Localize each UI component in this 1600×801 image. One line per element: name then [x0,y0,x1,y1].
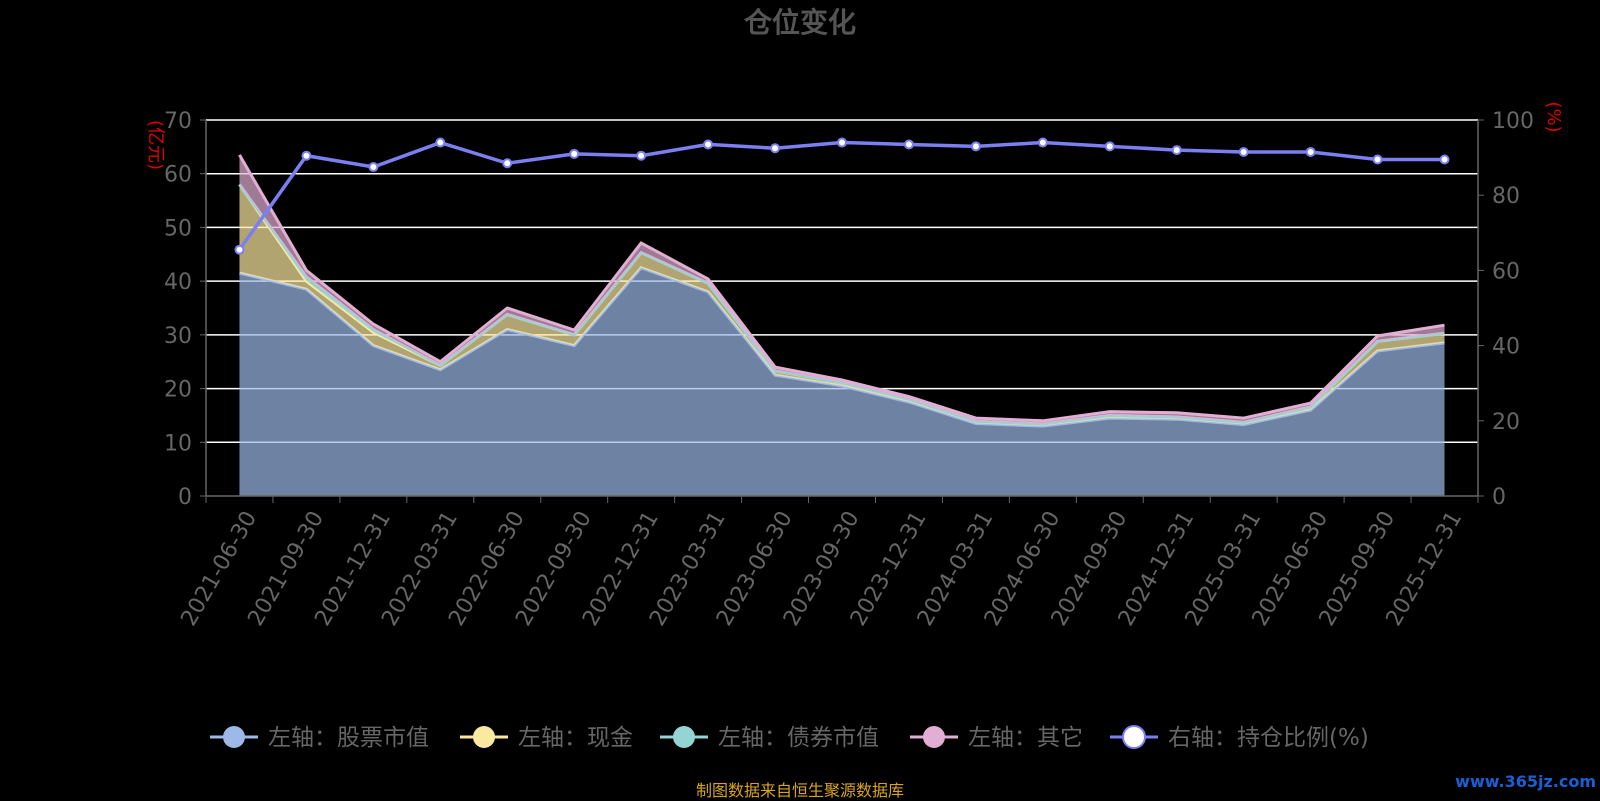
ratio-point [1372,154,1383,165]
ratio-point [301,150,312,161]
legend-label-2: 左轴：债券市值 [718,725,879,751]
y-left-tick-label: 0 [178,485,192,510]
y-left-tick-label: 70 [164,109,192,134]
area-line-3 [238,154,1445,423]
legend-marker-1 [473,726,495,748]
ratio-point [569,148,580,159]
y-left-tick-label: 40 [164,270,192,295]
ratio-point [970,141,981,152]
ratio-point [1171,145,1182,156]
legend-label-1: 左轴：现金 [518,725,633,751]
legend-marker-3 [923,726,945,748]
legend-marker-0 [223,726,245,748]
y-left-tick-label: 50 [164,216,192,241]
watermark: www.365jz.com [1455,772,1596,791]
ratio-point [1037,137,1048,148]
ratio-point [903,139,914,150]
ratio-point [234,244,245,255]
legend-marker-2 [673,726,695,748]
y-left-tick-label: 10 [164,431,192,456]
ratio-point [636,150,647,161]
area-0 [239,267,1445,496]
ratio-point [502,158,513,169]
ratio-point [837,137,847,148]
right-axis-unit: (%) [1543,101,1564,132]
y-left-tick-label: 30 [164,324,192,349]
legend-marker-4 [1122,725,1146,749]
ratio-line [238,140,1445,251]
left-axis-unit: (亿元) [145,120,166,170]
ratio-point [770,143,781,154]
y-right-tick-label: 80 [1492,184,1520,209]
y-left-tick-label: 60 [164,163,192,188]
y-right-tick-label: 0 [1492,485,1506,510]
ratio-point [1439,154,1450,165]
source-note: 制图数据来自恒生聚源数据库 [695,781,904,800]
y-left-tick-label: 20 [164,378,192,403]
ratio-point [435,137,446,148]
y-right-tick-label: 60 [1492,259,1520,284]
legend-label-4: 右轴：持仓比例(%) [1168,725,1369,751]
y-right-tick-label: 20 [1492,410,1520,435]
ratio-point [1305,146,1316,157]
y-right-tick-label: 100 [1492,109,1534,134]
legend-label-3: 左轴：其它 [968,725,1083,751]
legend-label-0: 左轴：股票市值 [268,725,429,751]
ratio-point [368,162,379,172]
ratio-point [1238,146,1249,157]
y-right-tick-label: 40 [1492,335,1520,360]
ratio-point [1104,141,1115,152]
chart-title: 仓位变化 [744,6,856,39]
ratio-point [703,139,714,150]
